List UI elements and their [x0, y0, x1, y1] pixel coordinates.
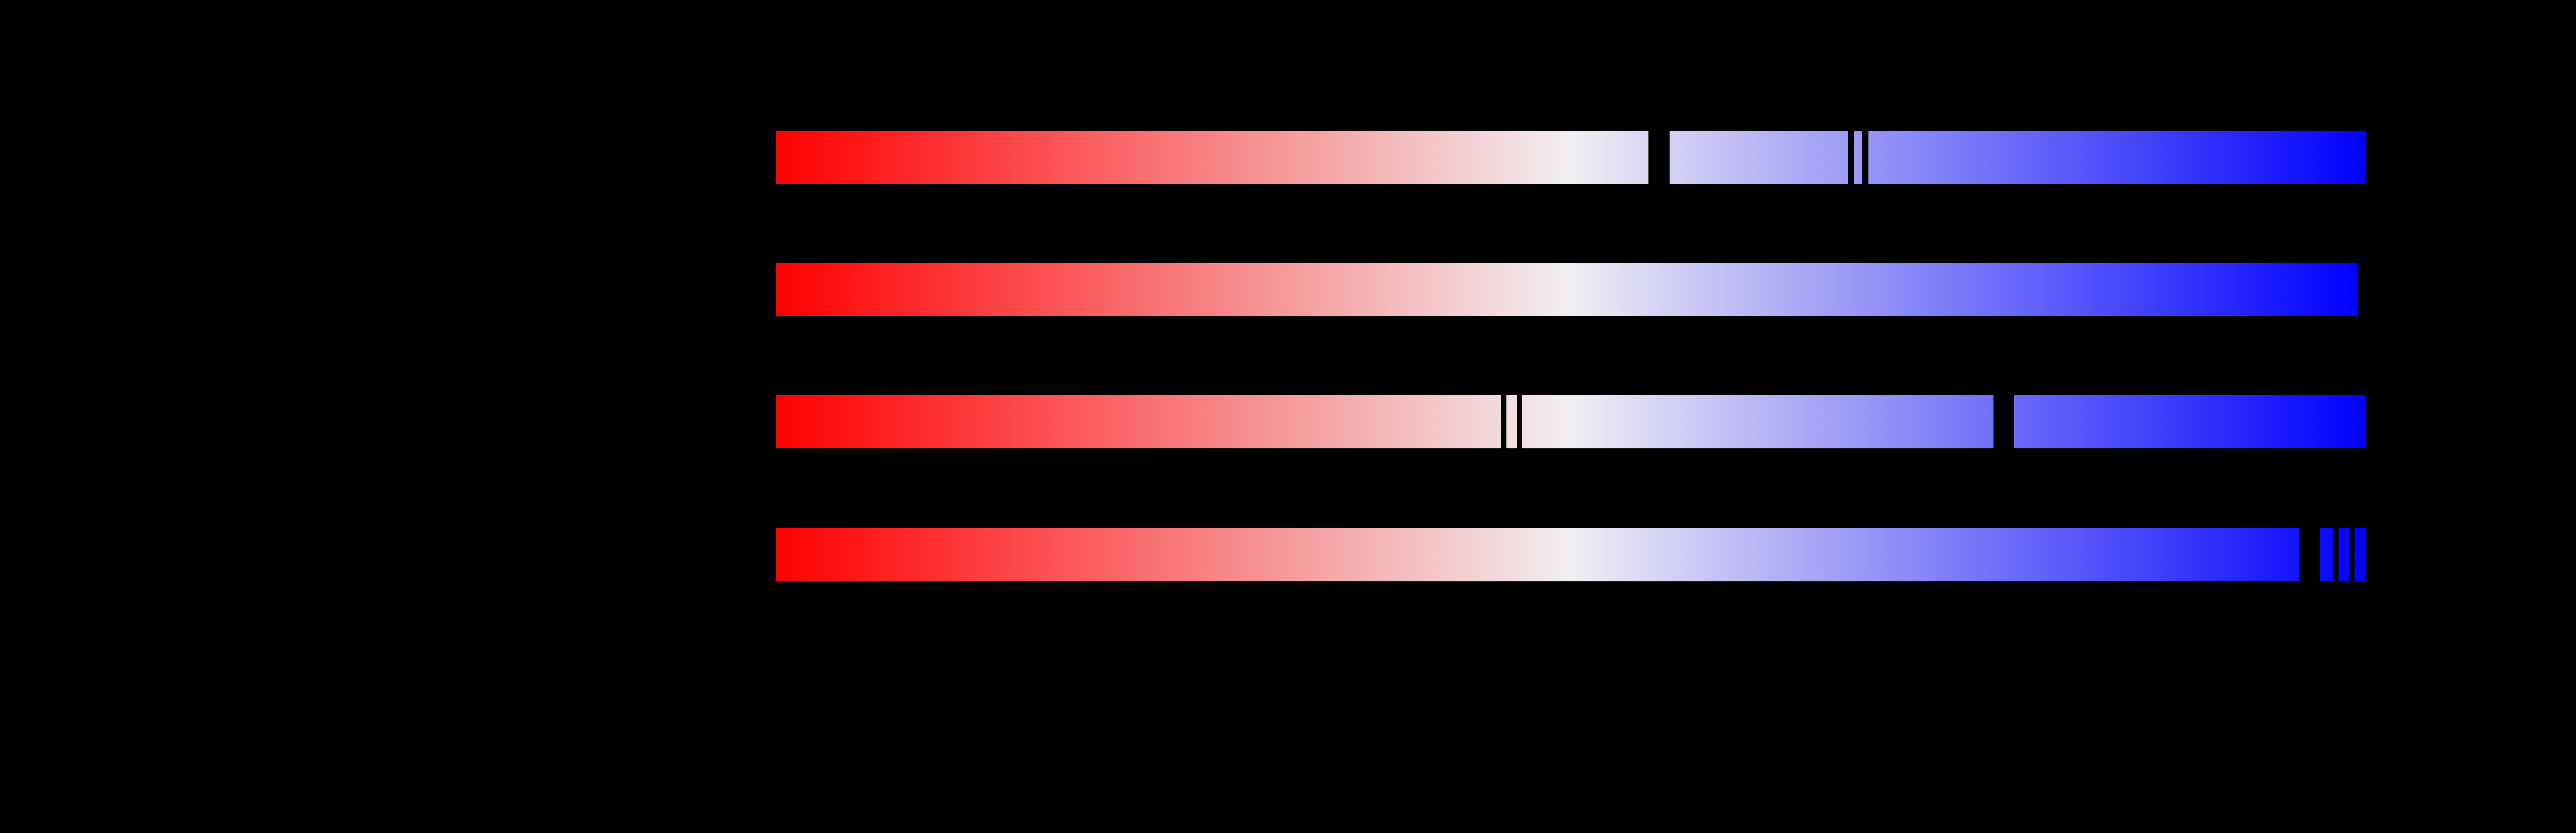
tick-marker-thick-row-4-1	[2299, 528, 2320, 581]
gradient-bar-row-3	[776, 395, 2366, 448]
tick-marker-thin-row-4-3	[2349, 528, 2354, 581]
tick-marker-thick-row-3-3	[1993, 395, 2014, 448]
tick-marker-thick-row-1-1	[1648, 131, 1670, 184]
gradient-bar-row-4	[776, 528, 2366, 581]
gradient-bar-row-2	[776, 263, 2358, 316]
tick-marker-thin-row-1-2	[1848, 131, 1854, 184]
tick-marker-thin-row-3-2	[1516, 395, 1522, 448]
gradient-bar-row-1	[776, 131, 2366, 184]
tick-marker-thin-row-3-1	[1501, 395, 1506, 448]
tick-marker-thin-row-1-3	[1862, 131, 1868, 184]
tick-marker-thin-row-4-2	[2332, 528, 2339, 581]
